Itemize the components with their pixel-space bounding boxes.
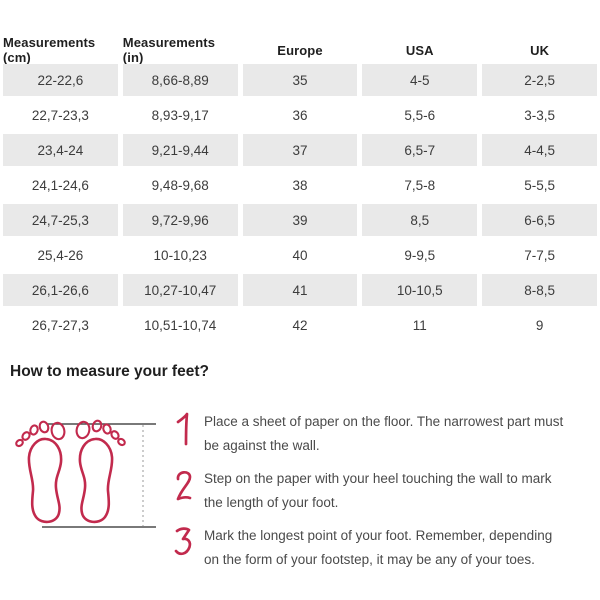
guide-heading: How to measure your feet? <box>10 363 209 380</box>
step-text: Place a sheet of paper on the floor. The… <box>204 413 564 453</box>
table-cell: 9,72-9,96 <box>122 204 238 236</box>
step-number <box>174 467 204 515</box>
table-cell: 6,5-7 <box>362 134 478 166</box>
footprints-diagram-svg <box>15 419 156 528</box>
table-cell: 9-9,5 <box>404 247 436 263</box>
table-cell: 25,4-26 <box>37 247 84 263</box>
table-cell: 3-3,5 <box>524 107 555 123</box>
column-header: Measurements (in) <box>122 35 216 65</box>
size-table: Measurements (cm) Measurements (in) Europe… <box>3 35 597 341</box>
table-cell: 40 <box>292 247 308 263</box>
table-cell: 7,5-8 <box>404 177 436 193</box>
table-cell: 8-8,5 <box>482 274 597 306</box>
table-body: 22-22,6 8,66-8,89 35 4-5 2-2,5 22,7-23,3 8,93-… <box>3 64 597 341</box>
table-row: 26,7-27,3 10,51-10,74 42 11 9 <box>3 309 597 341</box>
table-cell: 9,48-9,68 <box>151 177 209 193</box>
table-cell: 38 <box>292 177 308 193</box>
table-row: 24,7-25,3 9,72-9,96 39 8,5 6-6,5 <box>3 204 597 236</box>
table-cell: 9,21-9,44 <box>122 134 238 166</box>
table-cell: 24,1-24,6 <box>31 177 89 193</box>
table-cell: 10-10,23 <box>153 247 207 263</box>
table-cell: 26,1-26,6 <box>3 274 118 306</box>
table-row: 23,4-24 9,21-9,44 37 6,5-7 4-4,5 <box>3 134 597 166</box>
table-cell: 4-5 <box>362 64 478 96</box>
table-cell: 10,51-10,74 <box>144 317 217 333</box>
column-header: USA <box>405 42 434 58</box>
table-cell: 42 <box>292 317 308 333</box>
table-cell: 39 <box>242 204 358 236</box>
table-cell: 41 <box>242 274 358 306</box>
table-cell: 9 <box>535 317 544 333</box>
table-cell: 10,27-10,47 <box>122 274 238 306</box>
table-cell: 8,66-8,89 <box>122 64 238 96</box>
table-row: 24,1-24,6 9,48-9,68 38 7,5-8 5-5,5 <box>3 169 597 201</box>
step-item: Mark the longest point of your foot. Rem… <box>174 524 600 572</box>
step-item: Step on the paper with your heel touchin… <box>174 467 600 515</box>
table-cell: 37 <box>242 134 358 166</box>
table-cell: 5-5,5 <box>524 177 555 193</box>
table-cell: 22-22,6 <box>3 64 118 96</box>
table-row: 22-22,6 8,66-8,89 35 4-5 2-2,5 <box>3 64 597 96</box>
table-row: 22,7-23,3 8,93-9,17 36 5,5-6 3-3,5 <box>3 99 597 131</box>
right-footprint-icon <box>75 419 126 523</box>
column-header: UK <box>530 42 550 58</box>
table-cell: 22,7-23,3 <box>31 107 89 123</box>
left-footprint-icon <box>15 420 66 523</box>
step-text: Mark the longest point of your foot. Rem… <box>204 527 553 567</box>
table-row: 25,4-26 10-10,23 40 9-9,5 7-7,5 <box>3 239 597 271</box>
step-number <box>174 524 204 572</box>
column-header: Europe <box>277 42 323 58</box>
table-cell: 4-4,5 <box>482 134 597 166</box>
step-text: Step on the paper with your heel touchin… <box>204 470 552 510</box>
table-row: 26,1-26,6 10,27-10,47 41 10-10,5 8-8,5 <box>3 274 597 306</box>
table-cell: 36 <box>292 107 308 123</box>
table-cell: 5,5-6 <box>404 107 436 123</box>
table-cell: 10-10,5 <box>362 274 478 306</box>
table-cell: 8,5 <box>362 204 478 236</box>
table-cell: 7-7,5 <box>524 247 555 263</box>
table-cell: 2-2,5 <box>482 64 597 96</box>
table-cell: 24,7-25,3 <box>3 204 118 236</box>
table-header-row: Measurements (cm) Measurements (in) Europe… <box>3 35 597 65</box>
measure-guide-section: Place a sheet of paper on the floor. The… <box>10 410 600 581</box>
table-cell: 6-6,5 <box>482 204 597 236</box>
steps-list: Place a sheet of paper on the floor. The… <box>160 410 600 581</box>
table-cell: 8,93-9,17 <box>151 107 209 123</box>
step-item: Place a sheet of paper on the floor. The… <box>174 410 600 458</box>
table-cell: 26,7-27,3 <box>31 317 89 333</box>
column-header: Measurements (cm) <box>3 35 96 65</box>
table-cell: 23,4-24 <box>3 134 118 166</box>
table-cell: 11 <box>412 317 427 333</box>
footprints-illustration <box>10 410 160 540</box>
table-cell: 35 <box>242 64 358 96</box>
step-number <box>174 410 204 458</box>
